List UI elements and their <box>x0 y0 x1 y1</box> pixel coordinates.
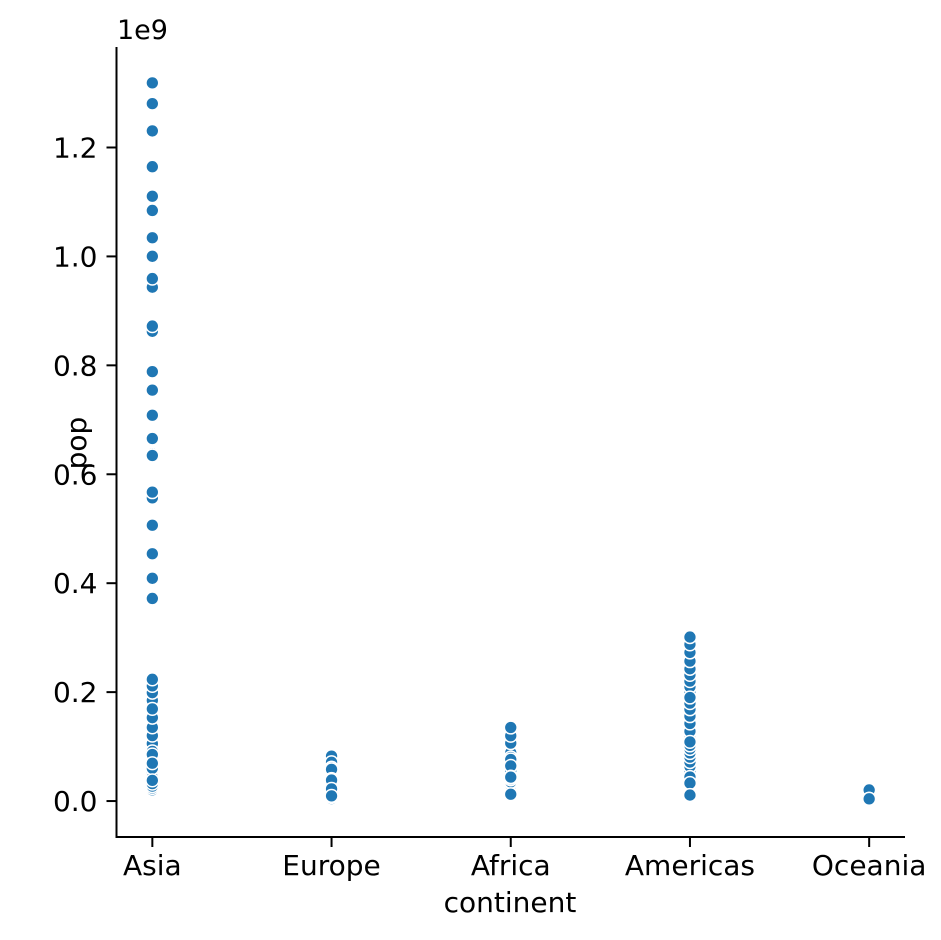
y-tick-label: 0.2 <box>53 676 98 709</box>
scatter-point <box>145 672 160 687</box>
scatter-point <box>145 189 160 204</box>
scatter-point <box>145 431 160 446</box>
scatter-point <box>145 571 160 586</box>
x-tick-label: Americas <box>625 849 755 882</box>
scatter-point <box>145 249 160 264</box>
scatter-point <box>682 629 698 645</box>
y-tick-label: 0.0 <box>53 785 98 818</box>
scatter-point <box>145 546 160 561</box>
y-axis-offset-text: 1e9 <box>117 15 168 46</box>
scatter-point <box>145 756 160 771</box>
scatter-point <box>682 690 698 705</box>
scatter-point <box>503 769 518 785</box>
scatter-point <box>145 271 160 286</box>
scatter-point <box>145 518 160 533</box>
y-axis-label: pop <box>60 417 93 470</box>
x-tick-label: Europe <box>282 849 380 882</box>
scatter-point <box>324 788 339 804</box>
scatter-point <box>682 734 698 750</box>
data-points <box>145 75 877 809</box>
x-axis-ticks: Asia Europe Africa Americas Oceania <box>123 837 926 882</box>
scatter-point <box>145 159 160 174</box>
scatter-point <box>145 408 160 423</box>
scatter-point <box>145 382 160 398</box>
scatter-point <box>682 787 698 803</box>
x-axis-label: continent <box>444 886 577 919</box>
scatter-point <box>862 791 877 806</box>
axes-spines <box>115 47 905 838</box>
scatter-point <box>145 701 160 716</box>
scatter-point <box>503 720 518 735</box>
y-tick-label: 0.4 <box>53 567 98 600</box>
y-tick-label: 0.8 <box>53 349 98 382</box>
x-tick-label: Asia <box>123 849 182 882</box>
scatter-point <box>145 318 160 334</box>
scatter-point <box>145 364 160 379</box>
x-tick-label: Africa <box>471 849 551 882</box>
scatter-point <box>682 775 698 791</box>
scatter-point <box>145 123 160 139</box>
scatter-point <box>145 448 160 463</box>
y-tick-label: 1.0 <box>53 240 98 273</box>
scatter-point <box>145 484 160 500</box>
scatter-point <box>145 591 160 606</box>
y-tick-label: 1.2 <box>53 131 98 164</box>
scatter-point <box>145 203 160 218</box>
scatter-point <box>145 773 160 788</box>
scatter-point <box>145 230 160 245</box>
y-tick-label: 0.6 <box>53 458 98 491</box>
scatter-point <box>503 787 518 802</box>
scatter-point <box>145 96 160 111</box>
x-tick-label: Oceania <box>812 849 927 882</box>
y-axis-ticks: 0.0 0.2 0.4 0.6 0.8 1.0 1.2 <box>53 131 117 818</box>
scatter-point <box>145 75 160 91</box>
